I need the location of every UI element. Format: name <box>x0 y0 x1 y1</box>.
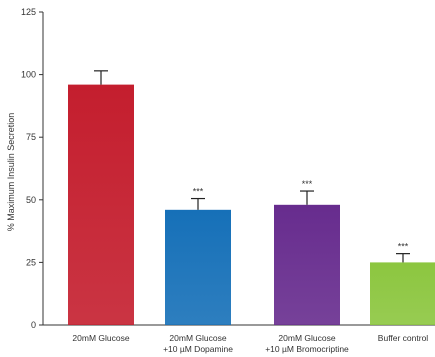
x-category-label-3: +10 µM Bromocriptine <box>265 344 349 354</box>
y-tick-label: 125 <box>21 7 36 17</box>
bar-4 <box>370 262 435 325</box>
y-tick-label: 25 <box>26 257 36 267</box>
x-category-label-2: +10 µM Dopamine <box>163 344 233 354</box>
bar-3 <box>274 204 340 325</box>
y-tick-label: 75 <box>26 132 36 142</box>
x-category-label-3: 20mM Glucose <box>278 333 335 343</box>
significance-label-4: *** <box>398 242 409 252</box>
y-tick-label: 0 <box>31 320 36 330</box>
bars <box>68 70 435 325</box>
x-category-label-2: 20mM Glucose <box>169 333 226 343</box>
significance-label-2: *** <box>193 187 204 197</box>
y-axis-title: % Maximum Insulin Secretion <box>6 113 16 232</box>
significance-label-3: *** <box>302 179 313 189</box>
bar-2 <box>165 209 231 325</box>
labels: 20mM Glucose***20mM Glucose+10 µM Dopami… <box>72 179 428 354</box>
y-tick-label: 50 <box>26 195 36 205</box>
bar-1 <box>68 84 134 325</box>
y-tick-label: 100 <box>21 70 36 80</box>
x-category-label-1: 20mM Glucose <box>72 333 129 343</box>
x-category-label-4: Buffer control <box>378 333 429 343</box>
